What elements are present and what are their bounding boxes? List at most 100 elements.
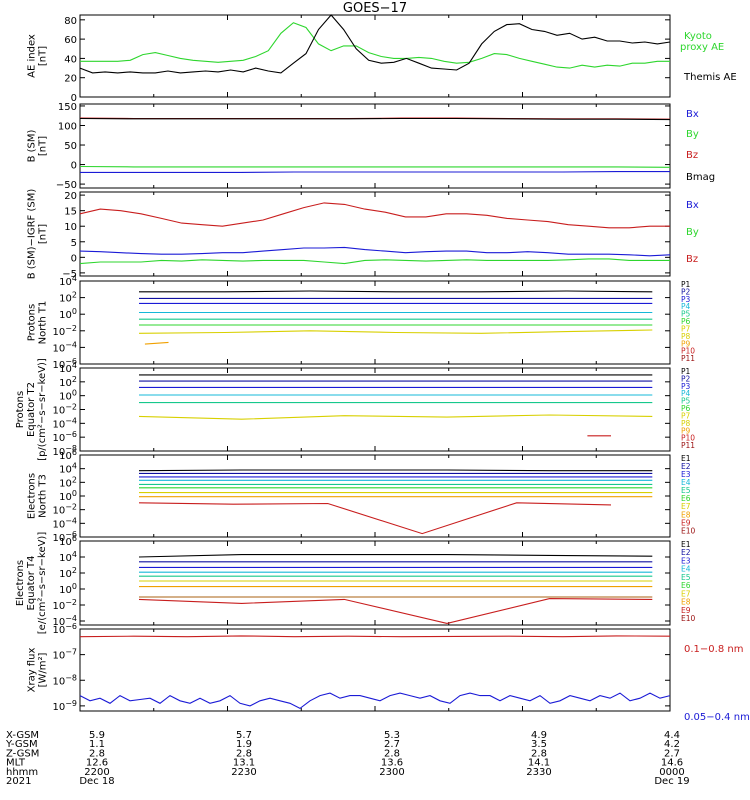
legend-label: E7 [681, 502, 691, 511]
footer-row-label: X-GSM [6, 730, 39, 741]
series-line-by [79, 258, 670, 265]
y-tick-label: 10−6 [52, 622, 77, 636]
footer-cell: 3.5 [531, 739, 547, 750]
legend-label: E1 [681, 540, 691, 549]
legend-label: P4 [681, 302, 691, 311]
y-tick-label: 10−6 [52, 430, 77, 444]
y-tick-label: 10−2 [52, 598, 77, 612]
legend-label: Bmag [686, 172, 715, 183]
series-line-bx [79, 246, 671, 257]
legend-label: E10 [681, 526, 696, 535]
y-tick-label: 10−9 [52, 699, 77, 713]
y-tick-label: 10−4 [52, 340, 77, 354]
y-tick-label: 100 [59, 307, 77, 321]
y-axis-label: [nT] [38, 46, 49, 66]
footer-cell: 12.6 [86, 758, 108, 769]
footer-cell: 14.6 [661, 758, 683, 769]
y-axis-label: Protons [15, 391, 26, 428]
series-line-0-1-0-8-nm [79, 635, 671, 638]
legend-label: E7 [681, 589, 691, 598]
y-tick-label: 100 [59, 389, 77, 403]
legend-label: By [686, 227, 699, 238]
series-line-bz [79, 202, 670, 229]
footer-cell: Dec 19 [654, 776, 689, 787]
footer-cell: 5.7 [236, 730, 252, 741]
footer-cell: 2.7 [664, 748, 680, 759]
y-tick-label: 106 [59, 534, 77, 548]
legend-label: P7 [681, 411, 691, 420]
legend-label: P9 [681, 426, 691, 435]
y-axis-label: Xray flux [27, 648, 38, 693]
y-tick-label: 102 [59, 291, 77, 305]
legend-label: E2 [681, 548, 691, 557]
y-axis-label: B (SM)−IGRF (SM) [27, 189, 38, 280]
panel-frame [79, 540, 671, 626]
footer-cell: 2.8 [236, 748, 252, 759]
y-tick-label: 10−8 [52, 673, 77, 687]
y-tick-label: 102 [59, 566, 77, 580]
y-tick-label: 102 [59, 375, 77, 389]
y-tick-label: 10−2 [52, 503, 77, 517]
y-tick-label: 60 [64, 35, 77, 46]
legend-label: Bz [686, 254, 698, 265]
series-line-p6 [138, 414, 653, 420]
footer-cell: 0000 [659, 767, 684, 778]
footer-cell: 4.2 [664, 739, 680, 750]
y-tick-label: 50 [64, 141, 77, 152]
legend-label: Kyoto [684, 31, 712, 42]
y-tick-label: 104 [59, 361, 77, 375]
y-tick-label: 10−8 [52, 444, 77, 458]
series-line-bx [80, 171, 670, 173]
y-tick-label: 100 [58, 121, 77, 132]
y-tick-label: 10−2 [52, 324, 77, 338]
series-line-e1 [138, 469, 653, 472]
footer-row-label: hhmm [6, 767, 38, 778]
legend-label: E2 [681, 462, 691, 471]
y-axis-label: Equator T4 [26, 556, 37, 611]
y-tick-label: 104 [59, 462, 77, 476]
y-axis-label: Electrons [27, 473, 38, 519]
panel-frame [79, 191, 671, 277]
legend-label: E1 [681, 454, 691, 463]
y-tick-label: 40 [64, 54, 77, 65]
legend-label: P2 [681, 287, 691, 296]
footer-cell: 1.9 [236, 739, 252, 750]
legend-label: E9 [681, 606, 691, 615]
y-tick-label: −5 [62, 269, 77, 280]
y-tick-label: 106 [59, 448, 77, 462]
legend-label: proxy AE [680, 42, 724, 53]
legend-label: P2 [681, 374, 691, 383]
y-tick-label: 80 [64, 16, 77, 27]
y-tick-label: 10−4 [52, 416, 77, 430]
y-tick-label: −50 [56, 180, 77, 191]
legend-label: P7 [681, 324, 691, 333]
y-tick-label: 20 [64, 191, 77, 202]
panel-frame [79, 367, 671, 452]
y-axis-label: [e/(cm²−s−sr−keV)] [37, 532, 48, 635]
footer-row-label: Y-GSM [5, 739, 38, 750]
series-line-p7 [138, 329, 653, 334]
y-tick-label: 20 [64, 74, 77, 85]
legend-label: P4 [681, 389, 691, 398]
y-tick-label: 10 [64, 222, 77, 233]
y-tick-label: 100 [59, 582, 77, 596]
footer-cell: Dec 18 [79, 776, 114, 787]
y-tick-label: 100 [59, 489, 77, 503]
plot-title: GOES−17 [342, 1, 408, 16]
y-axis-label: North T1 [38, 301, 49, 345]
legend-label: P8 [681, 332, 691, 341]
y-tick-label: 10−4 [52, 614, 77, 628]
footer-cell: 2.8 [531, 748, 547, 759]
footer-row-label: MLT [6, 758, 26, 769]
y-tick-label: 10−6 [52, 357, 77, 371]
legend-label: P5 [681, 397, 691, 406]
legend-label: Bx [686, 109, 699, 120]
y-axis-label: [p/(cm²−s−sr−keV)] [37, 358, 48, 461]
series-line-bmag [79, 117, 671, 121]
y-tick-label: 15 [64, 207, 77, 218]
series-line-e1 [138, 554, 653, 558]
series-line-p8 [144, 341, 169, 345]
y-tick-label: 10−4 [52, 516, 77, 530]
footer-cell: 13.6 [381, 758, 403, 769]
